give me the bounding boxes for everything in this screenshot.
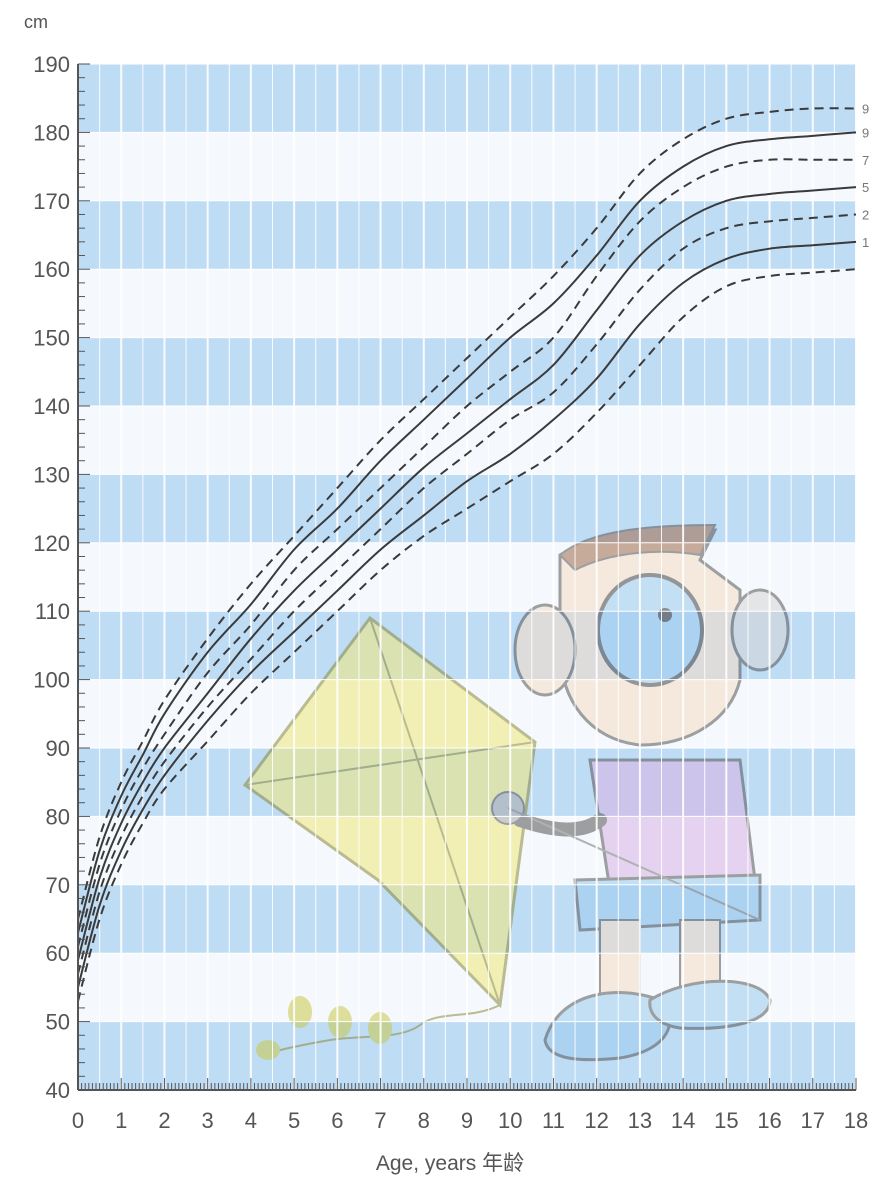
x-tick-label: 2: [158, 1108, 170, 1133]
boy-goggles: [596, 573, 704, 687]
x-minor-ticks: [77, 1078, 857, 1090]
x-tick-label: 18: [844, 1108, 868, 1133]
boy-leg: [679, 919, 721, 991]
x-tick-labels: 0 1 2 3 4 5 6 7 8 9 10 11 12 13 14 15 16 17 18: [72, 1108, 868, 1133]
percentile-label: 5: [862, 180, 869, 195]
y-tick-label: 110: [35, 599, 70, 624]
x-axis-title: Age, years 年龄: [376, 1152, 524, 1175]
percentile-label: 9: [862, 125, 869, 140]
y-tick-label: 80: [46, 804, 70, 829]
x-tick-label: 6: [331, 1108, 343, 1133]
boy-shoe: [648, 979, 772, 1030]
boy-goggles-side: [730, 588, 790, 672]
boy-ear: [513, 603, 577, 697]
x-tick-label: 3: [202, 1108, 214, 1133]
x-tick-label: 5: [288, 1108, 300, 1133]
percentile-curve-5: [77, 158, 856, 947]
kite-line: [507, 807, 761, 921]
percentile-curve-7: [77, 107, 857, 920]
y-tick-label: 150: [33, 326, 70, 351]
percentile-labels: 9 9 7 5 2 1: [862, 101, 869, 249]
y-tick-label: 130: [33, 462, 70, 487]
y-tick-label: 180: [33, 120, 70, 145]
percentile-curve-4: [77, 186, 857, 961]
y-tick-label: 60: [46, 941, 70, 966]
x-tick-label: 11: [542, 1108, 565, 1133]
kite-tail-bow: [288, 996, 312, 1028]
y-tick-label: 190: [33, 52, 70, 77]
y-tick-label: 50: [46, 1010, 70, 1035]
x-tick-label: 8: [418, 1108, 430, 1133]
boy-arm: [513, 813, 607, 837]
x-tick-label: 0: [72, 1108, 84, 1133]
y-tick-label: 160: [33, 257, 70, 282]
percentile-label: 7: [862, 153, 869, 168]
percentile-label: 2: [862, 207, 869, 222]
x-tick-label: 17: [801, 1108, 825, 1133]
axes: [77, 63, 856, 1091]
boy-shirt: [588, 758, 757, 892]
x-tick-label: 9: [461, 1108, 473, 1133]
x-tick-label: 10: [498, 1108, 522, 1133]
kite-tail-bow: [256, 1040, 280, 1060]
y-tick-label: 90: [46, 736, 70, 761]
x-tick-label: 15: [714, 1108, 738, 1133]
boy-with-kite-illustration: [242, 523, 790, 1062]
percentile-curve-1: [77, 268, 857, 1002]
percentile-curve-3: [77, 213, 857, 974]
boy-leg: [599, 919, 641, 1001]
kite-shape: [242, 615, 537, 1009]
percentile-label: 1: [862, 235, 869, 250]
percentile-label: 9: [862, 101, 869, 116]
x-tick-label: 14: [671, 1108, 695, 1133]
percentile-curve-2: [77, 240, 857, 988]
y-tick-label: 170: [33, 189, 70, 214]
x-tick-label: 7: [374, 1108, 386, 1133]
percentile-curve-6: [77, 131, 857, 933]
y-tick-label: 120: [33, 531, 70, 556]
y-tick-label: 100: [33, 668, 70, 693]
y-unit-label: cm: [24, 12, 48, 32]
y-tick-labels: 40 50 60 70 80 90 100 110 120 130 140 150 160 170 180 1…: [33, 52, 70, 1103]
x-tick-label: 16: [757, 1108, 781, 1133]
y-tick-label: 40: [46, 1078, 70, 1103]
kite-spar: [369, 617, 501, 1006]
x-tick-label: 13: [628, 1108, 652, 1133]
x-tick-label: 4: [245, 1108, 257, 1133]
y-tick-label: 70: [46, 873, 70, 898]
percentile-curves: [77, 107, 857, 1002]
boy-eye: [658, 608, 672, 622]
x-tick-label: 1: [115, 1108, 127, 1133]
y-tick-label: 140: [33, 394, 70, 419]
x-tick-label: 12: [584, 1108, 608, 1133]
